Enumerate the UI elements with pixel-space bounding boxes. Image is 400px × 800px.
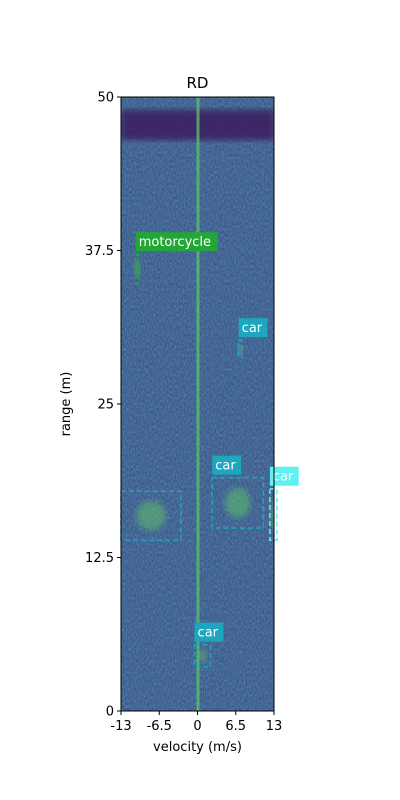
signal-blob: [270, 499, 276, 530]
detection-label: car: [212, 456, 241, 475]
detection-label: car: [239, 318, 268, 337]
y-axis-label: range (m): [59, 372, 74, 437]
signal-blob: [225, 488, 251, 518]
signal-blob: [136, 501, 166, 530]
y-axis: 0 12.5 25 37.5 50: [85, 91, 121, 720]
detection-label-text: car: [242, 321, 263, 336]
x-tick-label: -6.5: [147, 719, 172, 734]
x-axis-label: velocity (m/s): [153, 740, 242, 755]
x-axis: -13 -6.5 0 6.5 13: [110, 711, 282, 734]
detection-label-text: car: [215, 459, 236, 474]
signal-blob: [199, 649, 207, 662]
y-tick-label: 37.5: [85, 244, 114, 259]
y-tick-label: 12.5: [85, 551, 114, 566]
detection-label-text: car: [273, 470, 294, 485]
x-tick-label: 0: [193, 719, 201, 734]
detection-label-text: motorcycle: [139, 235, 211, 250]
x-tick-label: 13: [266, 719, 283, 734]
x-tick-label: -13: [110, 719, 131, 734]
heatmap-image: [121, 97, 276, 711]
detection-label: car: [195, 623, 224, 642]
detection-label-text: car: [198, 626, 219, 641]
y-tick-label: 25: [97, 398, 114, 413]
chart-title: RD: [187, 74, 209, 92]
y-tick-label: 50: [97, 91, 114, 106]
x-tick-label: 6.5: [225, 719, 246, 734]
y-tick-label: 0: [106, 705, 114, 720]
zero-doppler-line: [197, 97, 200, 711]
detection-label: motorcycle: [136, 232, 218, 251]
